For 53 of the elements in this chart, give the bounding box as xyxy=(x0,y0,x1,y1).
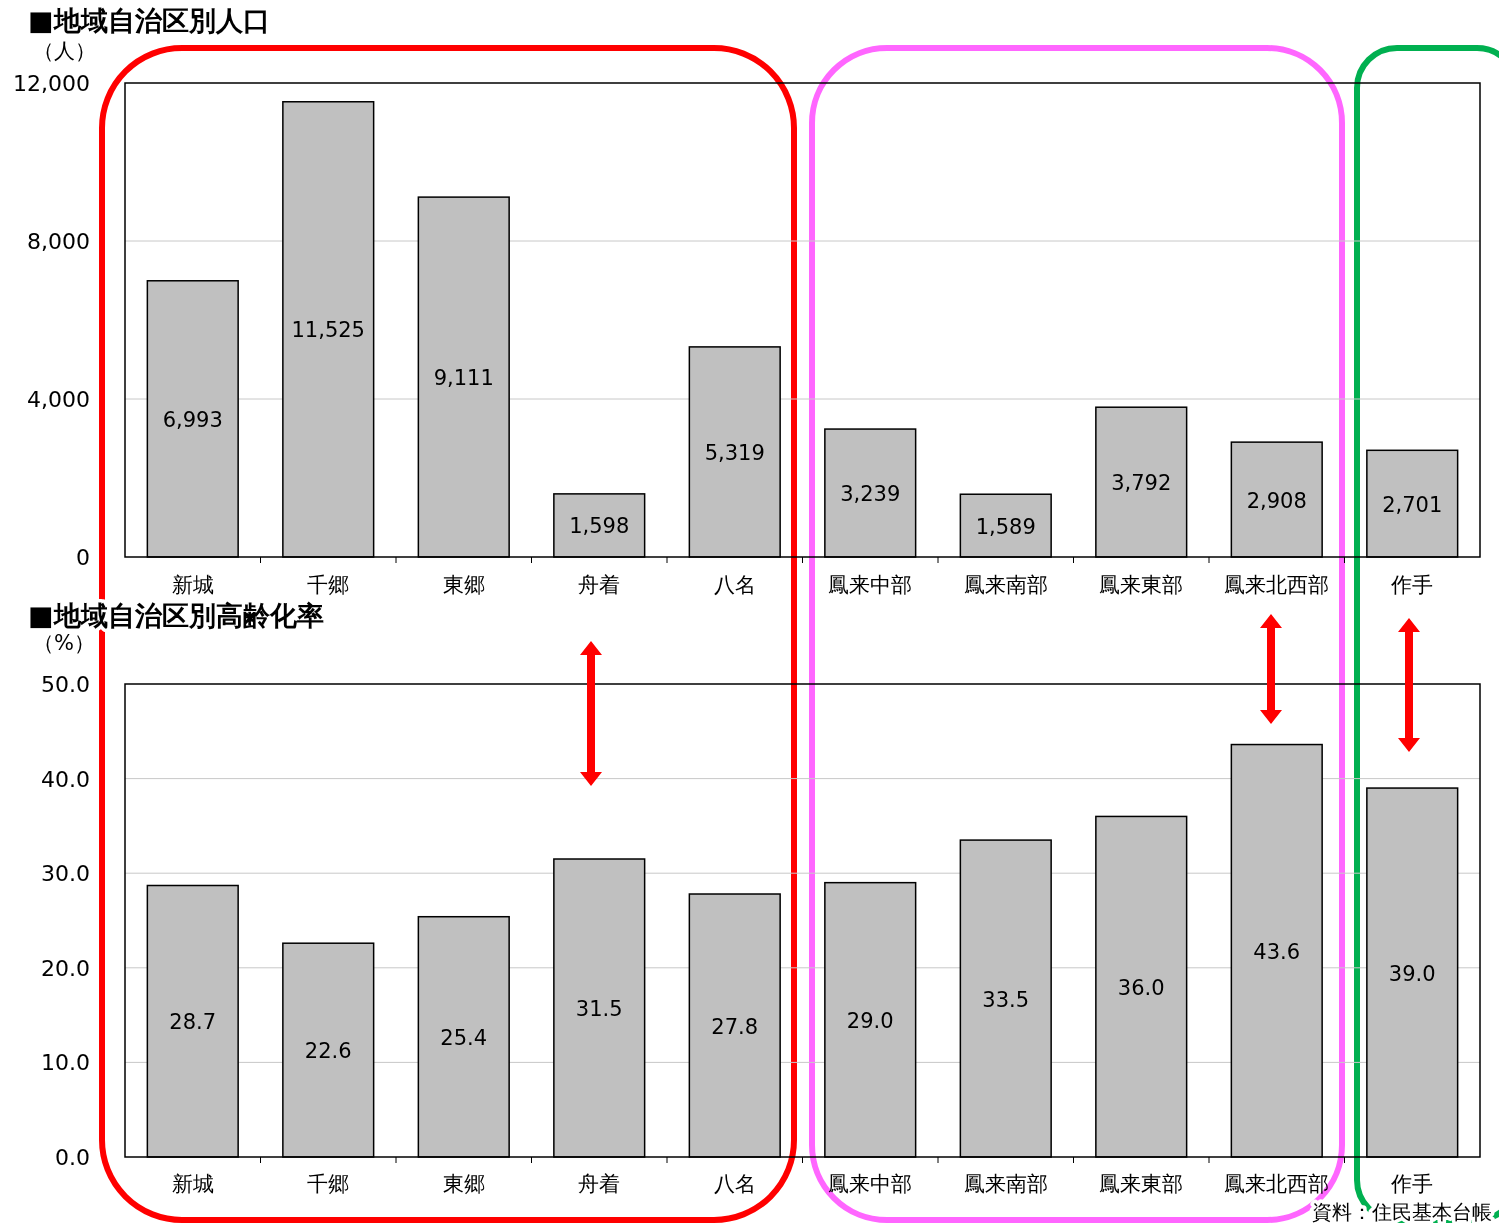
data-label: 2,701 xyxy=(1382,492,1443,517)
data-label: 36.0 xyxy=(1117,975,1165,1000)
data-label: 3,792 xyxy=(1111,471,1172,496)
x-tick-label: 鳳来中部 xyxy=(828,1172,913,1196)
x-tick-label: 東郷 xyxy=(442,573,485,597)
x-tick-label: 鳳来北西部 xyxy=(1224,1172,1330,1196)
y-tick-label: 4,000 xyxy=(27,387,90,412)
data-label: 25.4 xyxy=(440,1025,488,1050)
y-tick-label: 40.0 xyxy=(41,766,90,792)
y-tick-label: 0.0 xyxy=(55,1145,90,1170)
data-label: 22.6 xyxy=(304,1039,352,1064)
chart-title: ■地域自治区別人口 xyxy=(28,5,270,36)
data-label: 43.6 xyxy=(1253,939,1301,964)
data-label: 11,525 xyxy=(291,318,365,343)
y-axis-title: （%） xyxy=(33,631,95,655)
data-label: 27.8 xyxy=(711,1014,759,1039)
x-tick-label: 八名 xyxy=(713,573,756,597)
y-tick-label: 12,000 xyxy=(13,71,90,96)
data-label: 31.5 xyxy=(575,997,623,1022)
y-tick-label: 50.0 xyxy=(41,672,90,697)
y-tick-label: 20.0 xyxy=(41,955,90,981)
data-label: 1,589 xyxy=(975,514,1036,539)
x-tick-label: 千郷 xyxy=(307,573,350,597)
x-tick-label: 新城 xyxy=(171,573,214,597)
y-tick-label: 8,000 xyxy=(27,229,90,254)
y-axis-title: （人） xyxy=(32,39,96,63)
data-label: 3,239 xyxy=(840,482,901,507)
x-tick-label: 鳳来東部 xyxy=(1099,1172,1184,1196)
y-tick-label: 0 xyxy=(76,545,90,570)
data-label: 2,908 xyxy=(1246,488,1307,513)
data-label: 33.5 xyxy=(982,987,1030,1012)
x-tick-label: 鳳来南部 xyxy=(963,1172,1048,1196)
x-tick-label: 舟着 xyxy=(578,1172,621,1196)
data-label: 29.0 xyxy=(846,1008,894,1033)
x-tick-label: 鳳来東部 xyxy=(1099,573,1184,597)
y-tick-label: 30.0 xyxy=(41,861,90,887)
data-label: 28.7 xyxy=(169,1010,217,1035)
data-label: 1,598 xyxy=(569,514,630,539)
x-tick-label: 舟着 xyxy=(578,573,621,597)
data-label: 5,319 xyxy=(704,440,765,465)
x-tick-label: 作手 xyxy=(1390,573,1434,597)
x-tick-label: 東郷 xyxy=(442,1172,485,1196)
x-tick-label: 千郷 xyxy=(307,1172,350,1196)
x-tick-label: 鳳来中部 xyxy=(828,573,913,597)
y-tick-label: 10.0 xyxy=(41,1050,90,1076)
data-label: 6,993 xyxy=(162,407,223,432)
x-tick-label: 鳳来北西部 xyxy=(1224,573,1330,597)
x-tick-label: 新城 xyxy=(171,1172,214,1196)
data-label: 9,111 xyxy=(433,366,494,391)
data-label: 39.0 xyxy=(1388,961,1436,986)
x-tick-label: 鳳来南部 xyxy=(963,573,1048,597)
x-tick-label: 八名 xyxy=(713,1172,756,1196)
x-tick-label: 作手 xyxy=(1390,1172,1434,1196)
